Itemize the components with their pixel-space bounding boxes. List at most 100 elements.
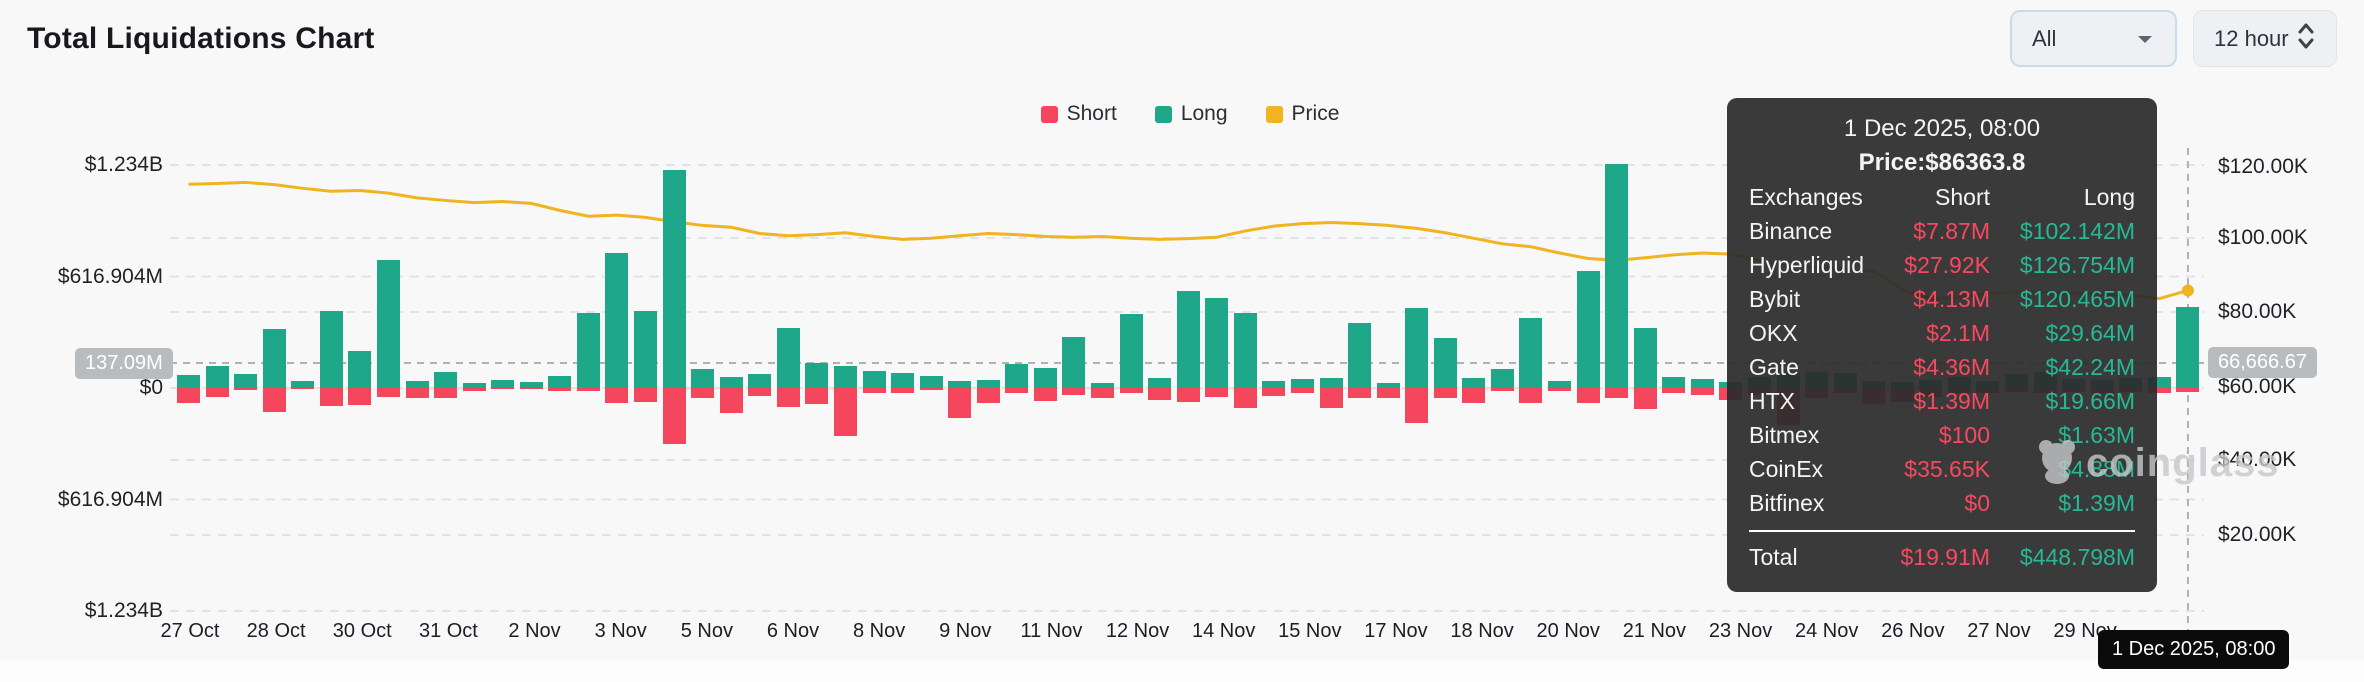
long-liquidation-bar[interactable] [662,170,686,388]
short-liquidation-bar[interactable] [776,388,800,407]
long-liquidation-bar[interactable] [519,382,543,388]
long-liquidation-bar[interactable] [491,380,515,388]
long-liquidation-bar[interactable] [234,374,258,388]
short-liquidation-bar[interactable] [1205,388,1229,398]
long-liquidation-bar[interactable] [1633,327,1657,388]
short-liquidation-bar[interactable] [891,388,915,393]
short-liquidation-bar[interactable] [1091,388,1115,398]
long-liquidation-bar[interactable] [1348,322,1372,388]
long-liquidation-bar[interactable] [405,380,429,388]
short-liquidation-bar[interactable] [1433,388,1457,398]
long-liquidation-bar[interactable] [462,382,486,388]
long-liquidation-bar[interactable] [805,363,829,388]
long-liquidation-bar[interactable] [1662,376,1686,388]
long-liquidation-bar[interactable] [1548,380,1572,388]
short-liquidation-bar[interactable] [748,388,772,396]
long-liquidation-bar[interactable] [1062,336,1086,388]
long-liquidation-bar[interactable] [1119,313,1143,388]
long-liquidation-bar[interactable] [1005,363,1029,388]
long-liquidation-bar[interactable] [1519,318,1543,388]
legend-item-long[interactable]: Long [1154,102,1228,126]
short-liquidation-bar[interactable] [1176,388,1200,402]
long-liquidation-bar[interactable] [1576,271,1600,388]
long-liquidation-bar[interactable] [576,312,600,388]
long-liquidation-bar[interactable] [919,376,943,388]
short-liquidation-bar[interactable] [833,388,857,437]
short-liquidation-bar[interactable] [1376,388,1400,398]
short-liquidation-bar[interactable] [1148,388,1172,400]
short-liquidation-bar[interactable] [1119,388,1143,394]
long-liquidation-bar[interactable] [2147,377,2171,388]
short-liquidation-bar[interactable] [1519,388,1543,403]
long-liquidation-bar[interactable] [1148,378,1172,388]
short-liquidation-bar[interactable] [405,388,429,398]
short-liquidation-bar[interactable] [719,388,743,413]
long-liquidation-bar[interactable] [1233,313,1257,388]
long-liquidation-bar[interactable] [1490,369,1514,388]
short-liquidation-bar[interactable] [919,388,943,390]
short-liquidation-bar[interactable] [177,388,200,403]
long-liquidation-bar[interactable] [1091,382,1115,388]
long-liquidation-bar[interactable] [1290,378,1314,388]
short-liquidation-bar[interactable] [691,388,715,398]
long-liquidation-bar[interactable] [376,260,400,388]
long-liquidation-bar[interactable] [1462,378,1486,388]
short-liquidation-bar[interactable] [2176,388,2200,392]
short-liquidation-bar[interactable] [1548,388,1572,392]
long-liquidation-bar[interactable] [1605,164,1629,388]
long-liquidation-bar[interactable] [748,374,772,388]
long-liquidation-bar[interactable] [291,380,315,388]
legend-item-price[interactable]: Price [1265,102,1339,126]
short-liquidation-bar[interactable] [1233,388,1257,408]
short-liquidation-bar[interactable] [234,388,258,390]
short-liquidation-bar[interactable] [1262,388,1286,396]
long-liquidation-bar[interactable] [719,377,743,388]
long-liquidation-bar[interactable] [1262,380,1286,388]
long-liquidation-bar[interactable] [634,311,657,388]
short-liquidation-bar[interactable] [462,388,486,391]
long-liquidation-bar[interactable] [319,311,343,388]
long-liquidation-bar[interactable] [1405,307,1429,388]
short-liquidation-bar[interactable] [205,388,229,397]
long-liquidation-bar[interactable] [1033,367,1057,388]
short-liquidation-bar[interactable] [1290,388,1314,394]
long-liquidation-bar[interactable] [605,252,629,388]
short-liquidation-bar[interactable] [576,388,600,391]
long-liquidation-bar[interactable] [862,371,886,388]
short-liquidation-bar[interactable] [291,388,315,390]
short-liquidation-bar[interactable] [1348,388,1372,398]
short-liquidation-bar[interactable] [548,388,572,391]
long-liquidation-bar[interactable] [1376,382,1400,388]
long-liquidation-bar[interactable] [1690,378,1714,388]
long-liquidation-bar[interactable] [948,380,972,388]
short-liquidation-bar[interactable] [634,388,657,402]
short-liquidation-bar[interactable] [348,388,372,405]
long-liquidation-bar[interactable] [205,365,229,388]
short-liquidation-bar[interactable] [1605,388,1629,398]
short-liquidation-bar[interactable] [1319,388,1343,408]
long-liquidation-bar[interactable] [891,373,915,388]
short-liquidation-bar[interactable] [1033,388,1057,401]
short-liquidation-bar[interactable] [1490,388,1514,392]
long-liquidation-bar[interactable] [434,371,458,388]
short-liquidation-bar[interactable] [1633,388,1657,409]
short-liquidation-bar[interactable] [1662,388,1686,394]
short-liquidation-bar[interactable] [2147,388,2171,394]
short-liquidation-bar[interactable] [262,388,286,412]
long-liquidation-bar[interactable] [976,380,1000,388]
long-liquidation-bar[interactable] [1176,290,1200,388]
short-liquidation-bar[interactable] [491,388,515,390]
interval-select-dropdown[interactable]: 12 hour [2193,10,2337,67]
long-liquidation-bar[interactable] [348,350,372,388]
short-liquidation-bar[interactable] [376,388,400,397]
short-liquidation-bar[interactable] [319,388,343,407]
long-liquidation-bar[interactable] [691,369,715,388]
long-liquidation-bar[interactable] [177,374,200,388]
short-liquidation-bar[interactable] [1405,388,1429,423]
short-liquidation-bar[interactable] [1690,388,1714,396]
long-liquidation-bar[interactable] [1319,377,1343,388]
short-liquidation-bar[interactable] [1062,388,1086,396]
short-liquidation-bar[interactable] [862,388,886,393]
long-liquidation-bar[interactable] [1433,337,1457,388]
long-liquidation-bar[interactable] [833,365,857,388]
